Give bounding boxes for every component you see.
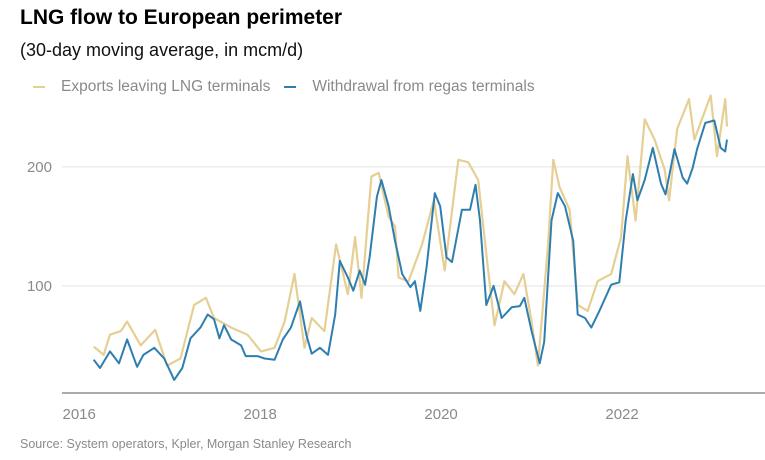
x-tick-label: 2016 xyxy=(63,406,96,423)
x-tick-label: 2018 xyxy=(243,406,276,423)
legend-label-withdrawal: Withdrawal from regas terminals xyxy=(312,78,535,95)
y-tick-label: 100 xyxy=(27,278,52,295)
x-tick-label: 2022 xyxy=(605,406,638,423)
series-line-exports xyxy=(92,94,729,367)
series-line-withdrawal xyxy=(92,119,728,381)
legend-swatch-exports xyxy=(33,86,45,88)
legend: Exports leaving LNG terminals Withdrawal… xyxy=(33,78,549,96)
x-tick-label: 2020 xyxy=(424,406,457,423)
legend-swatch-withdrawal xyxy=(284,86,297,88)
legend-item-withdrawal: Withdrawal from regas terminals xyxy=(284,78,535,96)
legend-label-exports: Exports leaving LNG terminals xyxy=(61,78,271,95)
source-note: Source: System operators, Kpler, Morgan … xyxy=(20,437,352,451)
chart-title: LNG flow to European perimeter xyxy=(20,6,343,29)
legend-item-exports: Exports leaving LNG terminals xyxy=(33,78,270,96)
chart-subtitle: (30-day moving average, in mcm/d) xyxy=(20,40,304,60)
y-tick-label: 200 xyxy=(27,159,52,176)
